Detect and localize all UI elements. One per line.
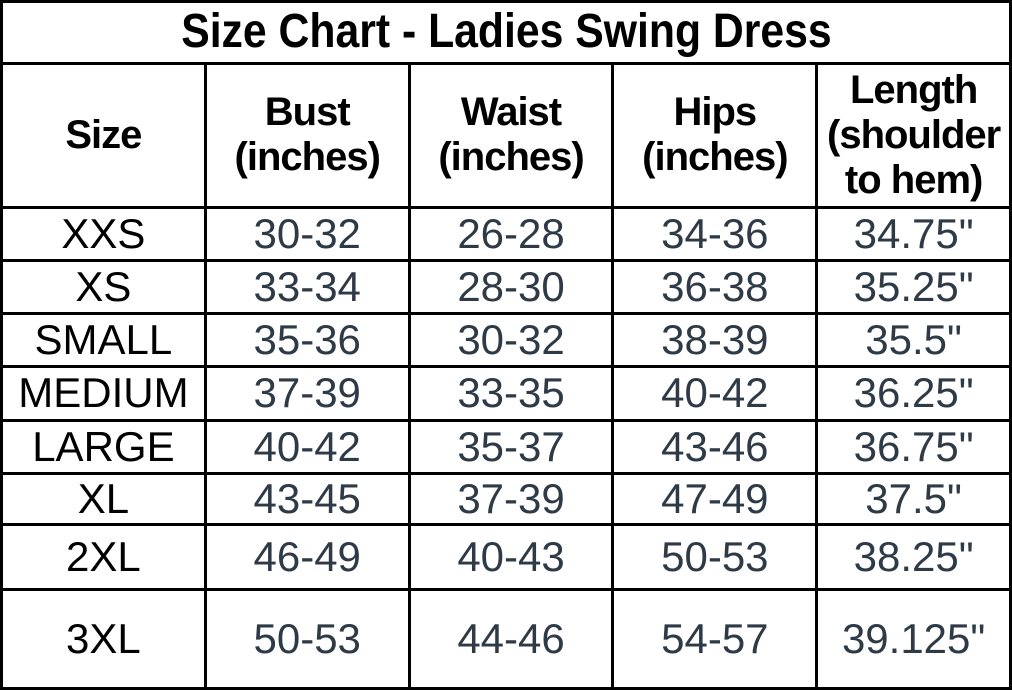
hips-value: 40-42 [611,365,819,422]
bust-value: 33-34 [203,258,411,316]
size-row-large: LARGE 40-42 35-37 43-46 36.75" [0,418,1012,475]
waist-value: 33-35 [407,365,615,422]
size-label: SMALL [0,312,207,369]
size-label: 2XL [0,523,207,591]
size-row-3xl: 3XL 50-53 44-46 54-57 39.125" [0,587,1012,690]
length-value: 35.25" [815,258,1012,316]
length-value: 35.5" [815,312,1012,369]
bust-value: 43-45 [203,471,411,527]
size-row-xl: XL 43-45 37-39 47-49 37.5" [0,471,1012,527]
column-header-bust: Bust (inches) [203,61,411,209]
waist-value: 40-43 [407,523,615,591]
hips-value: 38-39 [611,312,819,369]
column-header-size: Size [0,61,207,209]
size-label: XS [0,258,207,316]
hips-value: 36-38 [611,258,819,316]
bust-value: 50-53 [203,587,411,690]
waist-value: 28-30 [407,258,615,316]
title-row: Size Chart - Ladies Swing Dress [0,0,1012,65]
size-label: MEDIUM [0,365,207,422]
bust-value: 46-49 [203,523,411,591]
hips-value: 47-49 [611,471,819,527]
size-label: LARGE [0,418,207,475]
size-label: XXS [0,205,207,262]
bust-value: 40-42 [203,418,411,475]
size-row-medium: MEDIUM 37-39 33-35 40-42 36.25" [0,365,1012,422]
column-header-row: Size Bust (inches) Waist (inches) Hips (… [0,61,1012,209]
waist-value: 37-39 [407,471,615,527]
bust-value: 30-32 [203,205,411,262]
hips-value: 54-57 [611,587,819,690]
size-label: 3XL [0,587,207,690]
size-row-xs: XS 33-34 28-30 36-38 35.25" [0,258,1012,316]
length-value: 37.5" [815,471,1012,527]
length-value: 36.25" [815,365,1012,422]
column-header-waist: Waist (inches) [407,61,615,209]
chart-title-cell: Size Chart - Ladies Swing Dress [0,0,1012,65]
size-label: XL [0,471,207,527]
chart-title: Size Chart - Ladies Swing Dress [180,5,832,59]
hips-value: 34-36 [611,205,819,262]
size-row-2xl: 2XL 46-49 40-43 50-53 38.25" [0,523,1012,591]
bust-value: 37-39 [203,365,411,422]
length-value: 36.75" [815,418,1012,475]
bust-value: 35-36 [203,312,411,369]
waist-value: 35-37 [407,418,615,475]
waist-value: 26-28 [407,205,615,262]
size-row-xxs: XXS 30-32 26-28 34-36 34.75" [0,205,1012,262]
length-value: 34.75" [815,205,1012,262]
size-row-small: SMALL 35-36 30-32 38-39 35.5" [0,312,1012,369]
hips-value: 50-53 [611,523,819,591]
waist-value: 30-32 [407,312,615,369]
column-header-hips: Hips (inches) [611,61,819,209]
hips-value: 43-46 [611,418,819,475]
length-value: 38.25" [815,523,1012,591]
length-value: 39.125" [815,587,1012,690]
column-header-length: Length (shoulder to hem) [815,61,1012,209]
waist-value: 44-46 [407,587,615,690]
